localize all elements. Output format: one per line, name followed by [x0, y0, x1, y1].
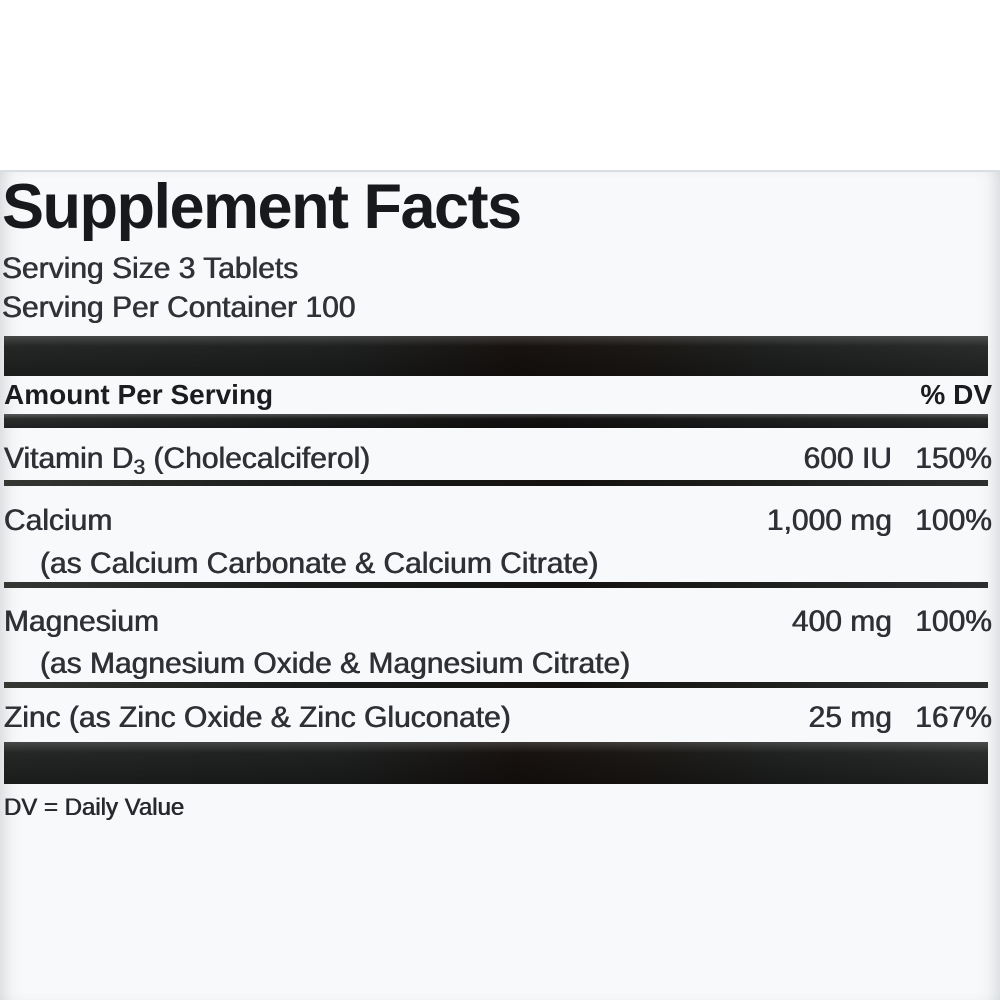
- top-thick-bar: [4, 336, 988, 376]
- header-divider-bar: [4, 414, 988, 428]
- row-divider: [4, 582, 988, 588]
- subscript-3: 3: [133, 456, 146, 479]
- serving-size-text: Serving Size 3 Tablets: [2, 252, 299, 285]
- nutrient-source-note: (as Magnesium Oxide & Magnesium Citrate): [40, 647, 631, 680]
- nutrient-dv: 150%: [915, 442, 992, 475]
- nutrient-name: Vitamin D3 (Cholecalciferol): [4, 442, 371, 479]
- row-divider: [4, 682, 988, 688]
- nutrient-row-calcium: Calcium 1,000 mg 100% (as Calcium Carbon…: [2, 486, 996, 582]
- nutrient-source-note: (as Calcium Carbonate & Calcium Citrate): [40, 547, 599, 580]
- nutrient-name: Calcium: [4, 504, 113, 537]
- supplement-facts-panel: Supplement Facts Serving Size 3 Tablets …: [0, 170, 1000, 1000]
- amount-per-serving-header: Amount Per Serving: [4, 379, 274, 410]
- nutrient-row-zinc: Zinc (as Zinc Oxide & Zinc Gluconate) 25…: [2, 688, 996, 742]
- nutrient-amount: 1,000 mg: [766, 504, 892, 537]
- supplement-facts-title: Supplement Facts: [2, 172, 522, 242]
- dv-footnote: DV = Daily Value: [4, 794, 185, 821]
- servings-per-container-text: Serving Per Container 100: [2, 291, 356, 324]
- nutrient-row-magnesium: Magnesium 400 mg 100% (as Magnesium Oxid…: [2, 588, 996, 682]
- nutrient-amount: 25 mg: [808, 701, 892, 734]
- row-divider: [4, 480, 988, 486]
- nutrient-amount: 400 mg: [791, 605, 892, 638]
- bottom-thick-bar: [4, 742, 988, 784]
- nutrient-name: Zinc (as Zinc Oxide & Zinc Gluconate): [4, 701, 511, 734]
- nutrient-dv: 100%: [915, 605, 992, 638]
- nutrient-amount: 600 IU: [803, 442, 892, 475]
- percent-dv-header: % DV: [920, 379, 992, 410]
- nutrient-row-vitamin-d3: Vitamin D3 (Cholecalciferol) 600 IU 150%: [2, 428, 996, 480]
- column-header-row: Amount Per Serving % DV: [2, 376, 996, 414]
- nutrient-dv: 167%: [915, 701, 992, 734]
- serving-info: Serving Size 3 Tablets Serving Per Conta…: [2, 249, 996, 327]
- nutrient-dv: 100%: [915, 504, 992, 537]
- nutrient-name: Magnesium: [4, 605, 160, 638]
